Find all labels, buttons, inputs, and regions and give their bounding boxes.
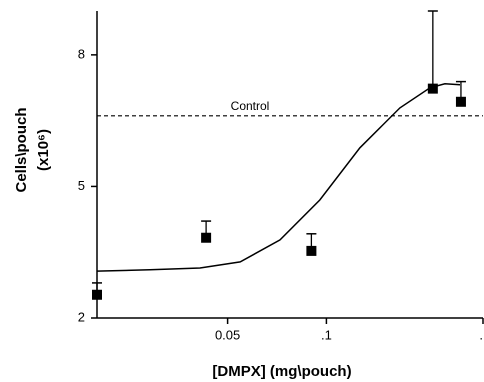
control-label: Control — [231, 99, 270, 113]
x-axis-label: [DMPX] (mg\pouch) — [212, 363, 351, 380]
y-tick-label: 5 — [78, 178, 85, 193]
fit-curve — [96, 83, 461, 272]
point — [92, 289, 102, 300]
x-tick-label: . — [479, 327, 483, 342]
x-tick-label: .1 — [321, 327, 332, 342]
y-tick-label: 8 — [78, 46, 85, 61]
y-axis-unit: (x10⁶) — [35, 129, 52, 171]
y-axis-label: Cells\pouch — [13, 107, 30, 192]
y-tick-label: 2 — [78, 309, 85, 324]
x-tick-label: 0.05 — [215, 327, 240, 342]
point — [306, 245, 317, 256]
point — [201, 232, 212, 243]
point — [455, 96, 466, 107]
point — [427, 83, 438, 94]
